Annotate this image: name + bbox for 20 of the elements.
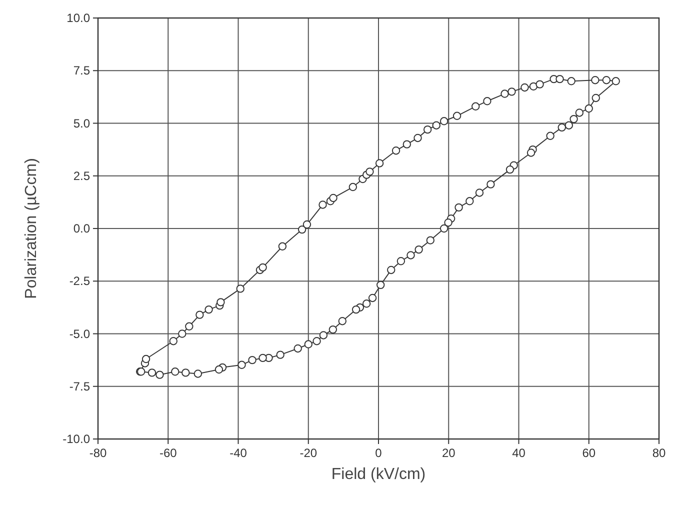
x-tick-label: 40 — [512, 446, 526, 460]
y-axis-title: Polarization (µCcm) — [23, 158, 40, 299]
x-tick-label: -40 — [230, 446, 248, 460]
x-tick-label: -20 — [300, 446, 318, 460]
x-tick-label: 60 — [582, 446, 596, 460]
x-tick-label: 20 — [442, 446, 456, 460]
y-tick-label: 7.5 — [73, 64, 90, 78]
y-tick-label: -5.0 — [69, 326, 90, 341]
x-tick-label: -60 — [159, 446, 178, 460]
y-tick-label: 5.0 — [73, 116, 90, 130]
x-tick-label: -80 — [89, 446, 107, 460]
y-tick-label: -10.0 — [62, 432, 90, 446]
y-tick-label: -7.5 — [69, 379, 90, 394]
x-tick-label: 80 — [652, 446, 666, 460]
y-tick-label: 0.0 — [73, 222, 90, 236]
x-axis-title: Field (kV/cm) — [331, 466, 426, 483]
x-tick-label: 0 — [375, 446, 382, 460]
y-tick-label: 2.5 — [73, 168, 90, 183]
y-tick-label: 10.0 — [66, 11, 90, 25]
y-tick-label: -2.5 — [69, 274, 90, 288]
